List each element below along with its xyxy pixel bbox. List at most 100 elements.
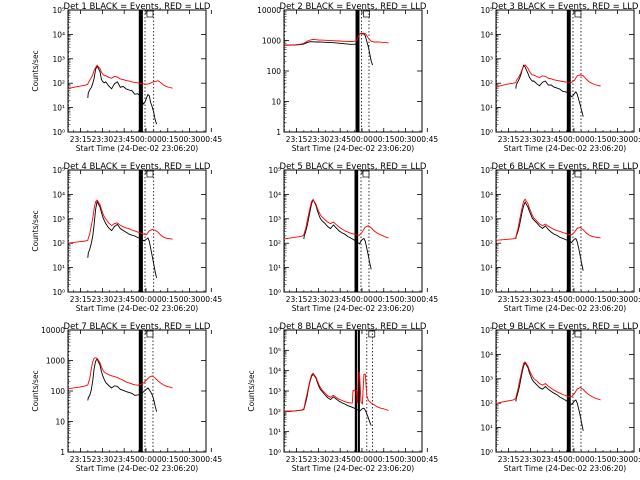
y-axis-label: Counts/sec	[31, 210, 40, 251]
x-tick-label: 00:00	[351, 295, 373, 304]
panel-title: Det 7 BLACK = Events, RED = LLD	[64, 322, 211, 332]
x-tick-label: 23:30	[92, 455, 114, 464]
x-axis-label: Start Time (24-Dec-02 23:06:20)	[76, 464, 198, 473]
x-tick-label: 00:45	[201, 295, 223, 304]
x-tick-label: 00:15	[373, 295, 395, 304]
marker-box	[146, 10, 154, 18]
y-tick-label: 10	[55, 418, 65, 427]
x-tick-label: 00:45	[417, 295, 439, 304]
y-tick-label: 10²	[480, 239, 493, 248]
x-tick-label: 00:00	[563, 295, 585, 304]
plot-frame	[495, 329, 635, 453]
y-tick-label: 10¹	[52, 264, 65, 273]
x-axis-label: Start Time (24-Dec-02 23:06:20)	[76, 144, 198, 153]
panel-title: Det 5 BLACK = Events, RED = LLD	[280, 162, 427, 172]
x-tick-label: 00:30	[395, 455, 417, 464]
events-series-line	[284, 32, 374, 66]
y-tick-label: 10	[271, 98, 281, 107]
y-tick-label: 10⁵	[480, 6, 493, 15]
y-tick-label: 10⁴	[480, 190, 493, 199]
x-tick-label: 00:15	[157, 295, 179, 304]
panel-title: Det 3 BLACK = Events, RED = LLD	[492, 2, 639, 12]
x-tick-label: 23:15	[286, 455, 308, 464]
x-axis-label: Start Time (24-Dec-02 23:06:20)	[504, 304, 626, 313]
x-tick-label: 23:30	[308, 455, 330, 464]
x-tick-label: 23:30	[92, 295, 114, 304]
y-tick-label: 10⁴	[480, 350, 493, 359]
y-axis-label: Counts/sec	[31, 50, 40, 91]
y-tick-label: 10¹	[480, 424, 493, 433]
y-tick-label: 10¹	[480, 104, 493, 113]
y-tick-label: 10²	[268, 407, 281, 416]
x-tick-label: 23:30	[520, 135, 542, 144]
plot-frame	[283, 169, 423, 293]
x-tick-label: 23:15	[70, 295, 92, 304]
x-tick-label: 00:30	[179, 295, 201, 304]
x-tick-label: 23:15	[70, 135, 92, 144]
x-tick-label: 00:45	[201, 455, 223, 464]
x-tick-label: 23:15	[286, 135, 308, 144]
x-tick-label: 23:45	[329, 455, 351, 464]
x-tick-label: 23:45	[113, 135, 135, 144]
y-tick-label: 10⁰	[480, 448, 493, 457]
y-tick-label: 10⁰	[480, 128, 493, 137]
x-tick-label: 23:45	[329, 295, 351, 304]
y-tick-label: 1000	[262, 37, 281, 46]
y-tick-label: 10⁴	[52, 190, 65, 199]
y-tick-label: 10¹	[268, 428, 281, 437]
lld-series-line	[68, 199, 173, 244]
plot-frame	[283, 9, 423, 133]
x-axis-label: Start Time (24-Dec-02 23:06:20)	[504, 464, 626, 473]
lld-series-line	[68, 64, 173, 90]
marker-box	[368, 330, 376, 338]
y-tick-label: 10¹	[480, 264, 493, 273]
x-tick-label: 23:15	[498, 295, 520, 304]
lld-series-line	[284, 198, 389, 240]
marker-box	[146, 330, 154, 338]
x-axis-label: Start Time (24-Dec-02 23:06:20)	[292, 464, 414, 473]
x-tick-label: 23:45	[541, 135, 563, 144]
lld-series-line	[496, 64, 601, 88]
x-tick-label: 00:45	[629, 295, 640, 304]
lld-series-line	[496, 198, 601, 241]
lld-series-line	[68, 357, 173, 390]
x-tick-label: 00:15	[157, 455, 179, 464]
y-tick-label: 10³	[52, 215, 65, 224]
plot-frame	[67, 169, 207, 293]
events-series-line	[87, 64, 158, 125]
x-tick-label: 00:00	[135, 135, 157, 144]
panel-title: Det 8 BLACK = Events, RED = LLD	[280, 322, 427, 332]
y-tick-label: 10⁰	[268, 448, 281, 457]
x-tick-label: 00:15	[373, 135, 395, 144]
x-axis-label: Start Time (24-Dec-02 23:06:20)	[76, 304, 198, 313]
y-tick-label: 10⁵	[52, 166, 65, 175]
x-tick-label: 23:30	[92, 135, 114, 144]
detector-panel: 23:15 23:30 23:45 00:00 00:15 00:30 00:45 1 10 10…	[257, 2, 438, 153]
plot-frame	[67, 9, 207, 133]
lld-series-line	[496, 361, 601, 404]
y-tick-label: 10³	[268, 387, 281, 396]
y-tick-label: 10⁵	[268, 346, 281, 355]
y-tick-label: 1	[60, 448, 65, 457]
y-axis-label: Counts/sec	[247, 370, 256, 411]
events-series-line	[303, 198, 372, 270]
y-tick-label: 10⁴	[52, 30, 65, 39]
x-tick-label: 00:15	[373, 455, 395, 464]
y-tick-label: 10⁰	[52, 128, 65, 137]
y-tick-label: 100	[267, 67, 282, 76]
lld-series-line	[284, 32, 389, 46]
y-tick-label: 10³	[480, 375, 493, 384]
events-series-line	[284, 373, 372, 426]
plot-frame	[67, 329, 207, 453]
panel-title: Det 6 BLACK = Events, RED = LLD	[492, 162, 639, 172]
y-tick-label: 10¹	[268, 264, 281, 273]
x-tick-label: 23:45	[541, 295, 563, 304]
x-tick-label: 23:30	[308, 295, 330, 304]
x-tick-label: 00:15	[585, 295, 607, 304]
y-tick-label: 10⁵	[268, 166, 281, 175]
x-tick-label: 00:15	[585, 135, 607, 144]
x-tick-label: 23:15	[70, 455, 92, 464]
